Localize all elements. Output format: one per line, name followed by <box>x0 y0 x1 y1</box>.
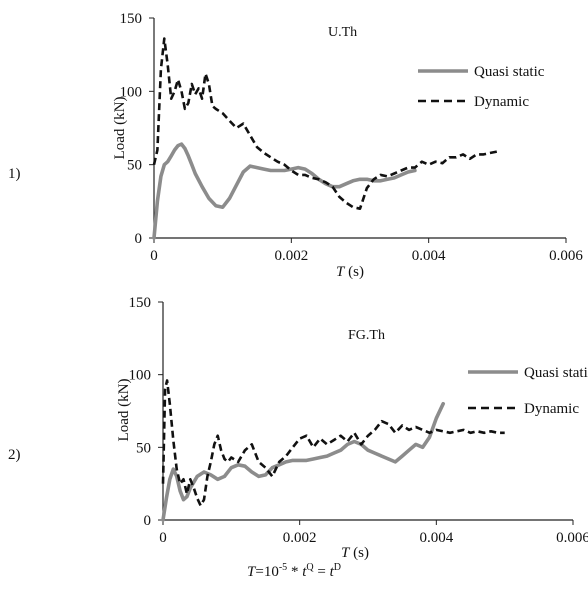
panel2-series-dynamic-line <box>161 379 505 507</box>
panel2-y-tick-label: 100 <box>129 368 152 384</box>
panel1-legend-label-quasi-static: Quasi static <box>474 64 545 80</box>
panel1-x-tick-label: 0.006 <box>549 248 583 264</box>
panel2-legend-label-quasi-static: Quasi static <box>524 365 588 381</box>
panel2-panel-label: 2) <box>8 447 21 463</box>
panel2-y-tick-label: 50 <box>136 440 151 456</box>
formula-caption: T=10-5 * tQ = tD <box>0 562 588 581</box>
panel1-panel-label: 1) <box>8 166 21 182</box>
panel1-x-tick-label: 0.002 <box>274 248 308 264</box>
panel1-series-quasi-static-line <box>152 142 417 240</box>
panel1-series-dynamic-line <box>152 37 498 210</box>
panel2-y-tick-label: 150 <box>129 295 152 311</box>
panel1-y-tick-label: 150 <box>120 11 143 27</box>
panel2-legend-label-dynamic: Dynamic <box>524 401 579 417</box>
formula-sup-q: Q <box>306 562 314 573</box>
formula-exponent: -5 <box>278 562 288 573</box>
panel1-y-tick-label: 0 <box>135 231 143 247</box>
formula-t2: t <box>329 564 334 580</box>
formula-eq2: = <box>313 564 330 580</box>
panel1-x-axis-label: T (s) <box>336 264 364 280</box>
panel2-x-tick-label: 0.006 <box>556 530 588 546</box>
panel2-x-tick-label: 0 <box>159 530 167 546</box>
panel1-y-axis-label: Load (kN) <box>112 97 128 160</box>
panel1-y-tick-label: 50 <box>127 158 142 174</box>
formula-T: T <box>247 564 256 580</box>
panel2-x-tick-label: 0.002 <box>283 530 317 546</box>
formula-eq1: =10 <box>255 564 279 580</box>
formula-mult: * <box>287 564 303 580</box>
panel2-y-axis-label: Load (kN) <box>116 379 132 442</box>
panel1-x-tick-label: 0 <box>150 248 158 264</box>
panel1-y-tick-label: 100 <box>120 84 143 100</box>
panel2-x-tick-label: 0.004 <box>419 530 453 546</box>
panel2-x-axis-label: T (s) <box>341 545 369 561</box>
formula-sup-d: D <box>333 562 341 573</box>
panel1-legend-label-dynamic: Dynamic <box>474 94 529 110</box>
panel2-series-quasi-static-line <box>161 401 446 522</box>
panel1-x-tick-label: 0.004 <box>412 248 446 264</box>
formula-t1: t <box>302 564 307 580</box>
panel2-chart-title: FG.Th <box>348 328 385 343</box>
panel1-chart-title: U.Th <box>328 25 357 40</box>
panel2-y-tick-label: 0 <box>144 513 152 529</box>
